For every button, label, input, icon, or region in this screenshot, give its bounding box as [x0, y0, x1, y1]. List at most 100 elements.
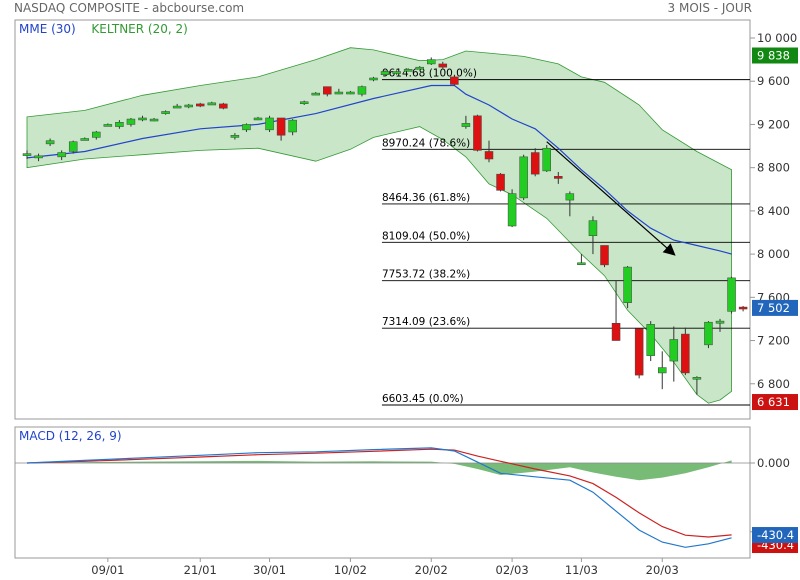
- candle-body: [369, 77, 378, 81]
- y-tick-label: 9 600: [757, 74, 790, 88]
- candle-body: [219, 103, 228, 109]
- legend-entry: MME (30): [19, 22, 76, 36]
- y-tick-label: 8 800: [757, 161, 790, 175]
- candle-body: [507, 193, 517, 227]
- trend-arrow: [546, 141, 676, 256]
- fibonacci-level-label: 7753.72 (38.2%): [382, 269, 470, 281]
- x-tick-label: 11/03: [565, 563, 598, 577]
- macd-signal-line: [26, 448, 732, 538]
- candle-body: [103, 124, 113, 127]
- candle-body: [68, 141, 78, 152]
- chart-source-title: NASDAQ COMPOSITE - abcbourse.com: [14, 1, 245, 15]
- price-tag: 7 502: [757, 301, 790, 315]
- y-tick-label: 10 000: [757, 31, 797, 45]
- candle-body: [530, 152, 540, 175]
- candle-body: [692, 377, 702, 380]
- candle-body: [138, 117, 147, 121]
- candle-body: [346, 91, 355, 95]
- candle-body: [357, 86, 367, 95]
- main-panel-frame: [14, 19, 751, 420]
- candle-body: [161, 111, 170, 114]
- x-tick-label: 20/02: [415, 563, 448, 577]
- x-tick-label: 30/01: [253, 563, 286, 577]
- candle-body: [450, 76, 459, 85]
- candle-body: [196, 103, 205, 107]
- candle-body: [438, 63, 448, 68]
- price-tag: 9 838: [757, 49, 790, 63]
- y-tick-label: 8 000: [757, 247, 790, 261]
- y-tick-label: 7 200: [757, 334, 790, 348]
- candle-body: [80, 138, 89, 141]
- fibonacci-level-label: 6603.45 (0.0%): [382, 393, 464, 405]
- candle-body: [658, 367, 667, 374]
- candle-body: [392, 71, 401, 74]
- candle-body: [646, 324, 655, 356]
- candle-body: [681, 333, 690, 374]
- candle-body: [172, 105, 182, 109]
- y-tick-label: 9 200: [757, 117, 790, 131]
- candle-body: [380, 71, 390, 75]
- candle-body: [276, 117, 286, 136]
- candle-body: [265, 117, 274, 131]
- candle-body: [415, 66, 424, 70]
- macd-line: [26, 447, 732, 548]
- candle-body: [311, 92, 320, 96]
- candle-body: [554, 176, 563, 179]
- candle-body: [634, 328, 644, 376]
- candle-body: [57, 152, 66, 158]
- chart-period: 3 MOIS - JOUR: [667, 1, 752, 15]
- candle-body: [473, 115, 482, 151]
- candle-body: [623, 266, 632, 303]
- price-tag-bg: [752, 394, 798, 411]
- candle-body: [34, 155, 43, 159]
- candle-body: [253, 117, 263, 121]
- candle-body: [496, 173, 505, 191]
- candle-body: [577, 262, 586, 265]
- candle-body: [669, 339, 679, 362]
- candle-body: [230, 134, 240, 138]
- candle-body: [588, 220, 598, 236]
- macd-value-tag: -430.4: [757, 528, 794, 542]
- candle-body: [704, 321, 713, 346]
- candle-body: [600, 245, 609, 266]
- macd-title: MACD (12, 26, 9): [19, 429, 122, 443]
- price-tag-bg: [752, 47, 798, 64]
- macd-histogram: [27, 460, 732, 481]
- x-tick-label: 02/03: [496, 563, 529, 577]
- x-tick-label: 20/03: [646, 563, 679, 577]
- candle-body: [184, 104, 193, 108]
- candle-body: [519, 156, 528, 199]
- macd-y-tick-label: 0.000: [757, 456, 790, 470]
- candle-body: [149, 118, 159, 122]
- candle-body: [126, 118, 136, 125]
- candle-body: [115, 122, 124, 127]
- candle-body: [565, 193, 575, 201]
- fibonacci-level-label: 8464.36 (61.8%): [382, 192, 470, 204]
- price-tag-bg: [752, 299, 798, 316]
- candle-body: [242, 124, 251, 131]
- x-tick-label: 09/01: [91, 563, 124, 577]
- x-tick-label: 10/02: [334, 563, 367, 577]
- candle-body: [288, 119, 297, 133]
- price-tag: 6 631: [757, 395, 790, 409]
- candle-body: [542, 147, 551, 172]
- candle-body: [461, 123, 471, 127]
- fibonacci-level-label: 7314.09 (23.6%): [382, 316, 470, 328]
- candle-body: [403, 69, 413, 72]
- candle-body: [299, 101, 309, 104]
- candle-body: [334, 91, 344, 95]
- candle-body: [323, 86, 332, 95]
- macd-value-tag-bg: [752, 527, 798, 544]
- y-tick-label: 8 400: [757, 204, 790, 218]
- candle-body: [427, 59, 436, 65]
- candle-body: [207, 102, 217, 106]
- keltner-channel-band: [26, 47, 732, 404]
- y-tick-label: 6 800: [757, 377, 790, 391]
- macd-panel-frame: [14, 426, 751, 559]
- candle-body: [45, 140, 55, 145]
- legend-entry: KELTNER (20, 2): [91, 22, 187, 36]
- candle-body: [727, 277, 736, 312]
- fibonacci-level-label: 8970.24 (78.6%): [382, 137, 470, 149]
- mme-line: [26, 84, 732, 255]
